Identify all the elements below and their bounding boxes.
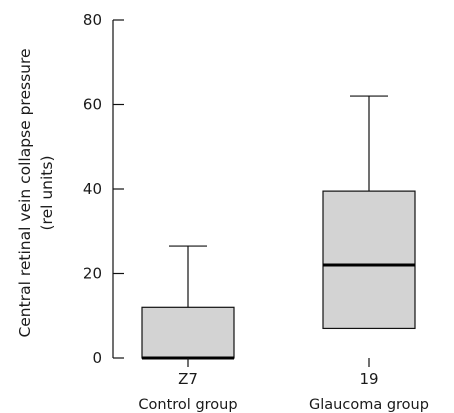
x-category-count: Z7 [178,370,198,388]
y-tick-label: 0 [92,349,102,367]
y-tick-label: 80 [83,11,102,29]
y-tick-label: 20 [83,265,102,283]
y-tick-label: 40 [83,180,102,198]
box-series: Z7 Control group 19 Glaucoma group [138,95,429,413]
box-1: Z7 Control group [138,245,238,413]
x-category-label: Control group [138,397,237,413]
interquartile-box [141,306,235,359]
interquartile-box [322,190,416,330]
box-2: 19 Glaucoma group [309,95,429,413]
x-category-count: 19 [359,370,378,388]
y-axis-title: Central retinal vein collapse pressure (… [16,48,56,337]
y-axis-title-line-2: (rel units) [38,155,56,230]
y-axis-title-line-1: Central retinal vein collapse pressure [16,48,34,337]
y-tick-label: 60 [83,96,102,114]
x-category-label: Glaucoma group [309,397,429,413]
axes: 0 20 40 60 80 [83,11,124,367]
